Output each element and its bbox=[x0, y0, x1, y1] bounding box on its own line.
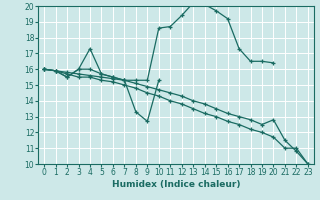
X-axis label: Humidex (Indice chaleur): Humidex (Indice chaleur) bbox=[112, 180, 240, 189]
